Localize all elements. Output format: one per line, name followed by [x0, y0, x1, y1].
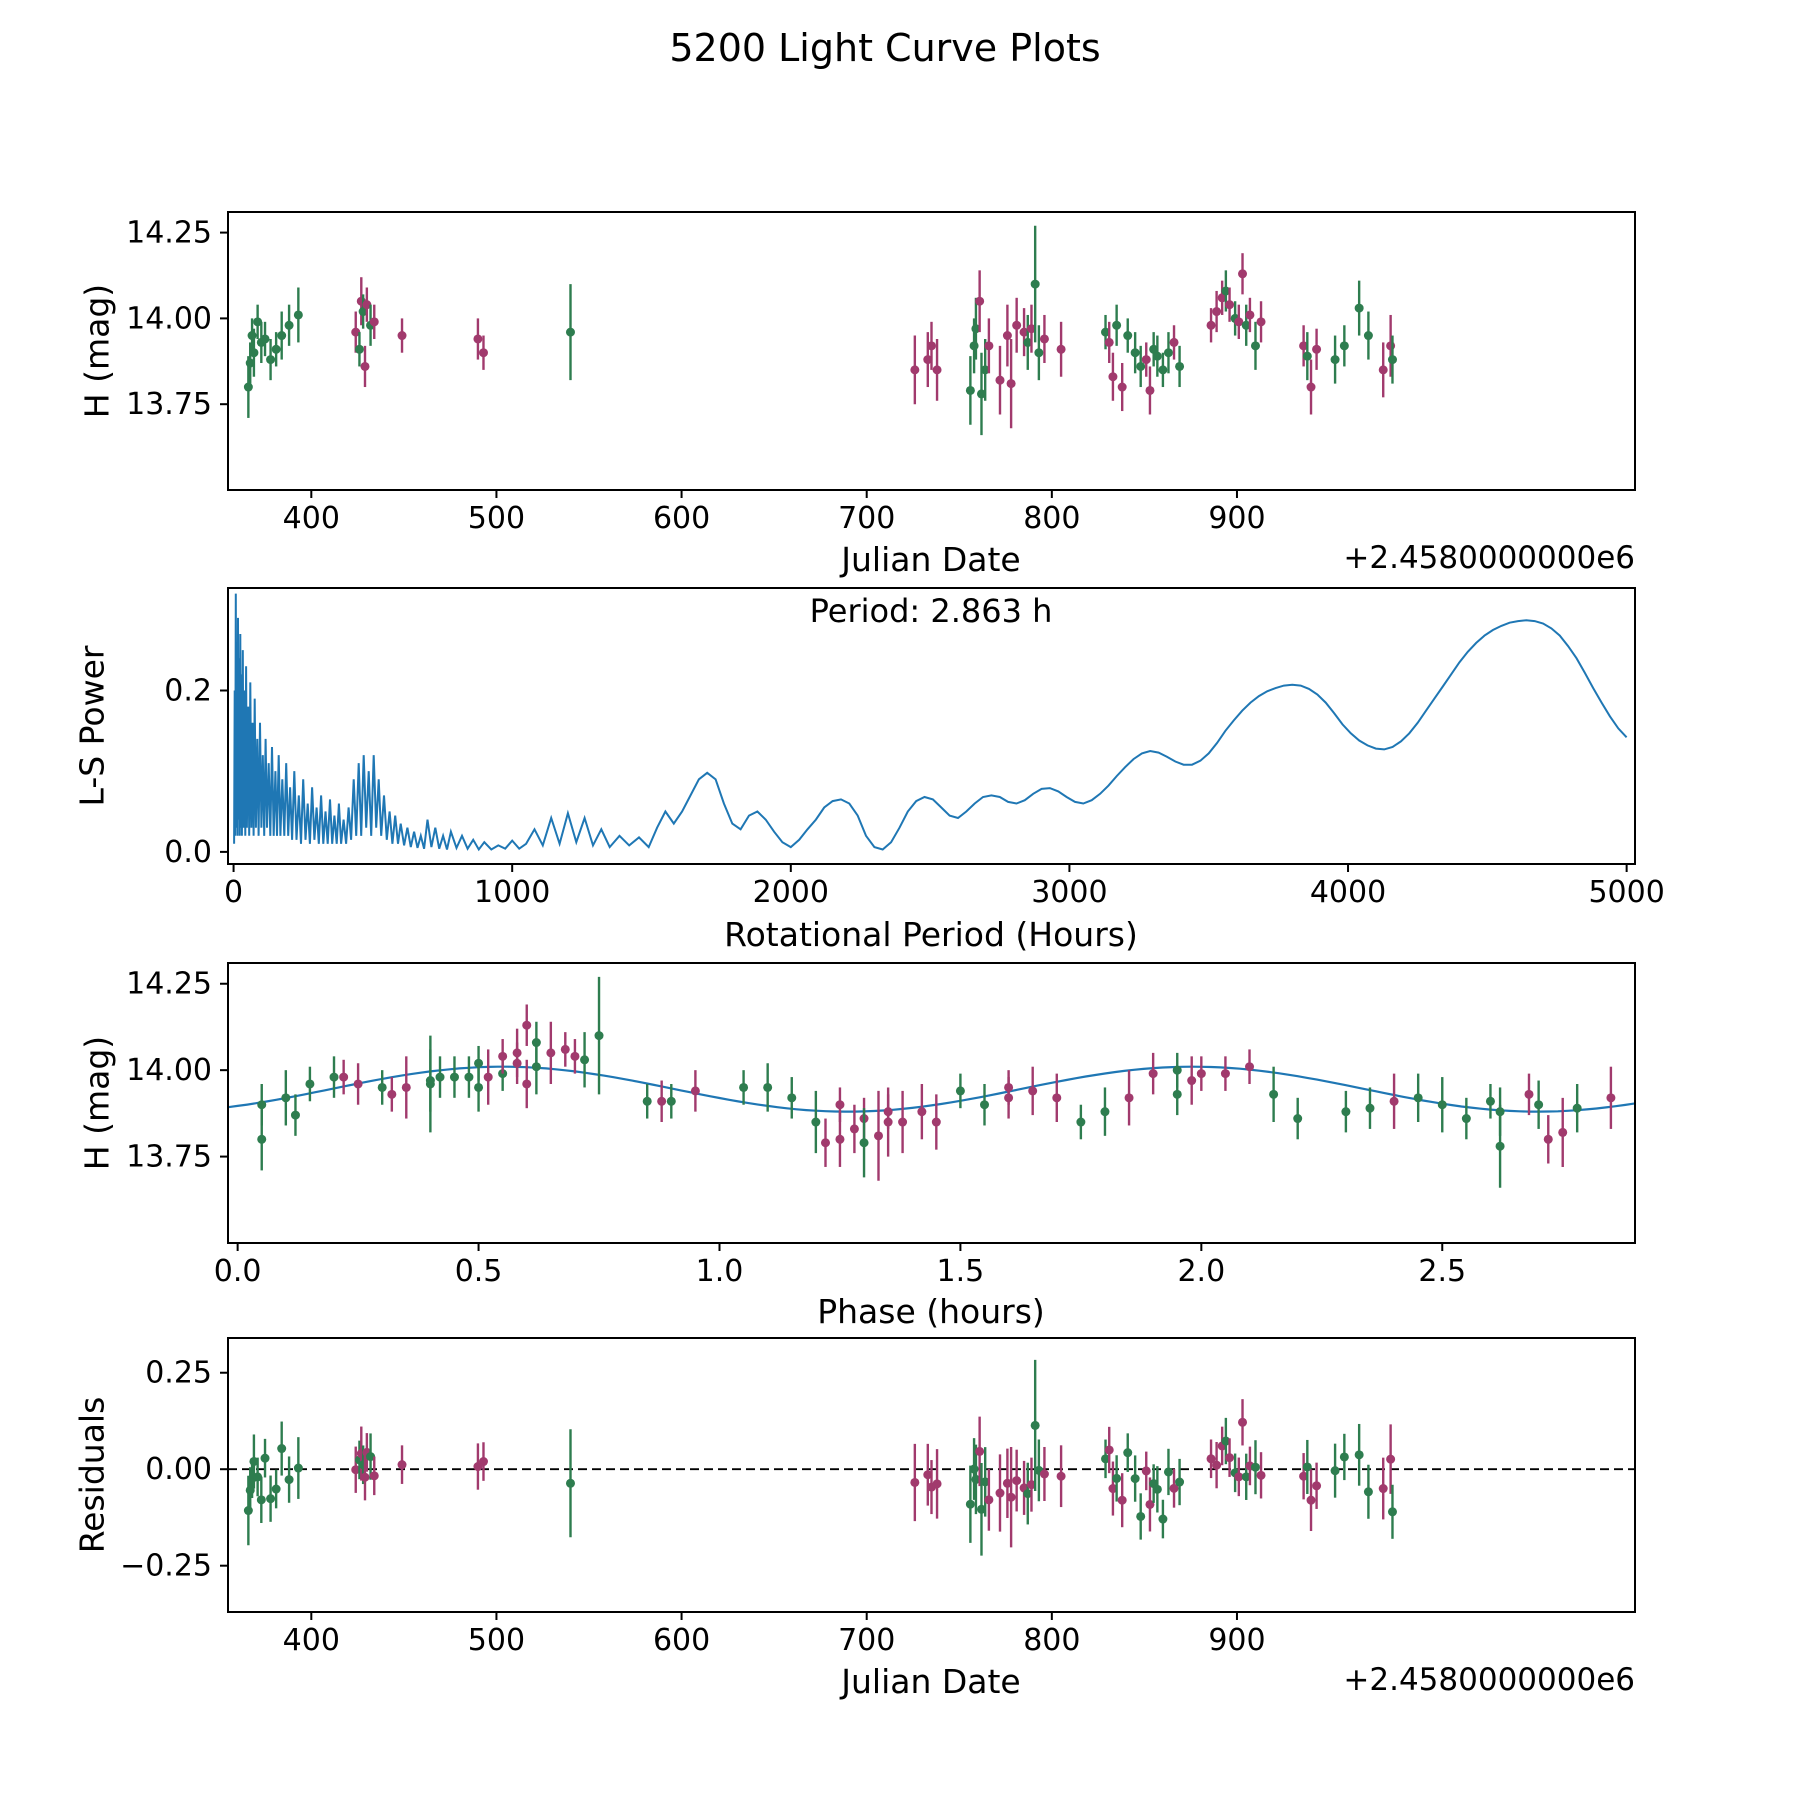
residuals-axis-offset: +2.4580000000e6: [1343, 1662, 1635, 1698]
periodogram-xlabel: Rotational Period (Hours): [724, 915, 1138, 954]
svg-text:500: 500: [468, 501, 525, 536]
svg-text:600: 600: [653, 501, 710, 536]
svg-text:900: 900: [1208, 501, 1265, 536]
svg-text:1000: 1000: [474, 875, 550, 910]
svg-text:0.0: 0.0: [164, 835, 212, 870]
svg-text:2000: 2000: [753, 875, 829, 910]
svg-text:900: 900: [1208, 1623, 1265, 1658]
residuals-ylabel: Residuals: [72, 1396, 112, 1554]
svg-text:4000: 4000: [1310, 875, 1386, 910]
svg-text:700: 700: [838, 501, 895, 536]
phase-xlabel: Phase (hours): [817, 1292, 1045, 1331]
svg-text:700: 700: [838, 1623, 895, 1658]
svg-text:0.0: 0.0: [214, 1254, 262, 1289]
svg-text:2.0: 2.0: [1177, 1254, 1225, 1289]
svg-text:14.25: 14.25: [126, 216, 212, 251]
svg-text:1.0: 1.0: [696, 1254, 744, 1289]
svg-text:13.75: 13.75: [126, 1140, 212, 1175]
svg-text:400: 400: [283, 1623, 340, 1658]
svg-text:600: 600: [653, 1623, 710, 1658]
svg-text:400: 400: [283, 501, 340, 536]
period-annotation: Period: 2.863 h: [809, 592, 1053, 630]
svg-text:14.25: 14.25: [126, 967, 212, 1002]
svg-text:3000: 3000: [1031, 875, 1107, 910]
svg-text:2.5: 2.5: [1418, 1254, 1466, 1289]
svg-text:800: 800: [1023, 501, 1080, 536]
lightcurve-axis-offset: +2.4580000000e6: [1343, 540, 1635, 576]
svg-text:14.00: 14.00: [126, 301, 212, 336]
svg-text:0.25: 0.25: [145, 1356, 212, 1391]
lightcurve-xlabel: Julian Date: [841, 540, 1021, 579]
svg-text:0.00: 0.00: [145, 1452, 212, 1487]
svg-text:5000: 5000: [1588, 875, 1664, 910]
periodogram-ylabel: L-S Power: [72, 645, 112, 807]
svg-text:800: 800: [1023, 1623, 1080, 1658]
svg-text:1.5: 1.5: [937, 1254, 985, 1289]
svg-text:0.2: 0.2: [164, 673, 212, 708]
svg-text:13.75: 13.75: [126, 387, 212, 422]
phase-ylabel: H (mag): [77, 1035, 117, 1171]
residuals-xlabel: Julian Date: [841, 1662, 1021, 1701]
svg-text:14.00: 14.00: [126, 1053, 212, 1088]
svg-text:0.5: 0.5: [455, 1254, 503, 1289]
figure-title: 5200 Light Curve Plots: [669, 26, 1101, 70]
lightcurve-ylabel: H (mag): [77, 283, 117, 419]
svg-text:0: 0: [224, 875, 243, 910]
svg-text:500: 500: [468, 1623, 525, 1658]
svg-text:−0.25: −0.25: [120, 1549, 212, 1584]
